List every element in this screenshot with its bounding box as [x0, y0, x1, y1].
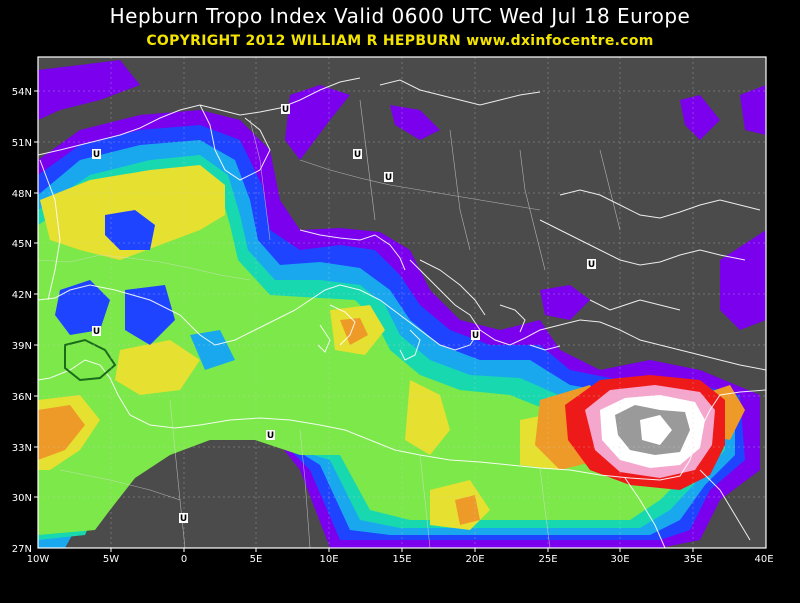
- u-marker: U: [92, 149, 101, 160]
- lon-label: 40E: [754, 554, 773, 565]
- lat-label: 30N: [12, 493, 32, 504]
- lon-label: 15E: [392, 554, 411, 565]
- u-marker: U: [179, 513, 188, 524]
- country-borders: [37, 99, 621, 549]
- lon-label: 10E: [319, 554, 338, 565]
- lat-label: 36N: [12, 392, 32, 403]
- lon-label: 25E: [538, 554, 557, 565]
- lon-label: 20E: [465, 554, 484, 565]
- lat-label: 51N: [12, 138, 32, 149]
- svg-text:U: U: [354, 150, 361, 160]
- svg-text:U: U: [267, 431, 274, 441]
- longitude-axis: 10W 5W 0 5E 10E 15E 20E 25E 30E 35E 40E: [27, 548, 774, 565]
- u-markers: U U U U U U U U U: [92, 104, 596, 524]
- copyright-line: COPYRIGHT 2012 WILLIAM R HEPBURN www.dxi…: [146, 33, 654, 49]
- u-marker: U: [281, 104, 290, 115]
- u-marker: U: [92, 326, 101, 337]
- lat-label: 42N: [12, 290, 32, 301]
- u-marker: U: [587, 259, 596, 270]
- lon-label: 0: [181, 554, 187, 565]
- lat-label: 39N: [12, 341, 32, 352]
- lon-label: 10W: [27, 554, 50, 565]
- u-marker: U: [471, 330, 480, 341]
- lat-label: 48N: [12, 189, 32, 200]
- graticule: [38, 57, 766, 548]
- u-marker: U: [384, 172, 393, 183]
- lon-label: 5E: [250, 554, 263, 565]
- lat-label: 27N: [12, 544, 32, 555]
- svg-text:U: U: [180, 514, 187, 524]
- u-marker: U: [353, 149, 362, 160]
- lon-label: 30E: [610, 554, 629, 565]
- lat-label: 54N: [12, 87, 32, 98]
- contour-line: [64, 338, 117, 382]
- svg-text:U: U: [385, 173, 392, 183]
- svg-text:U: U: [93, 327, 100, 337]
- svg-text:U: U: [93, 150, 100, 160]
- svg-text:U: U: [282, 105, 289, 115]
- coastlines: [37, 77, 767, 549]
- lat-label: 33N: [12, 443, 32, 454]
- u-marker: U: [266, 430, 275, 441]
- map-title: Hepburn Tropo Index Valid 0600 UTC Wed J…: [109, 4, 691, 28]
- latitude-axis: 54N 51N 48N 45N 42N 39N 36N 33N 30N 27N: [12, 87, 38, 555]
- ducting-forecast-regions: [38, 60, 766, 548]
- svg-text:U: U: [472, 331, 479, 341]
- lon-label: 35E: [683, 554, 702, 565]
- svg-text:U: U: [588, 260, 595, 270]
- lon-label: 5W: [103, 554, 119, 565]
- lat-label: 45N: [12, 239, 32, 250]
